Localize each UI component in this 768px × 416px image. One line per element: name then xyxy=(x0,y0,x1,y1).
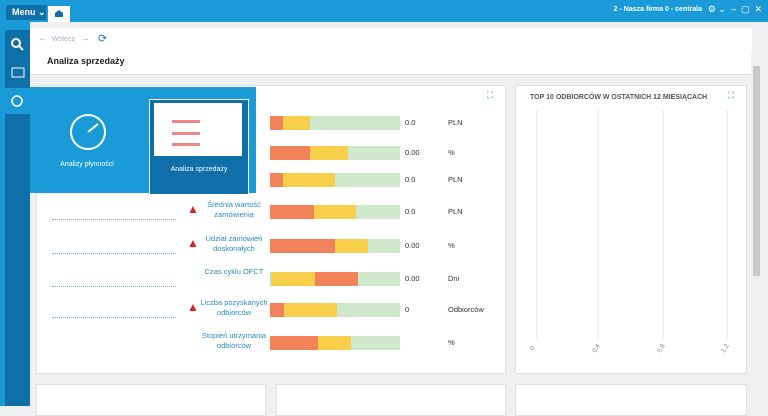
thumbnail xyxy=(154,103,242,156)
search-icon xyxy=(11,38,24,51)
top10-card xyxy=(515,85,747,374)
indicator-bar xyxy=(270,239,400,253)
card-icon xyxy=(11,67,25,78)
gauge-icon xyxy=(11,95,23,107)
bar-segment xyxy=(270,173,283,187)
tile[interactable]: Analiza sprzedaży xyxy=(149,99,249,195)
kpi-label[interactable]: Średnia wartość zamówienia xyxy=(207,200,261,219)
kpi-value: 0.0 xyxy=(405,118,416,127)
bar-segment xyxy=(270,116,283,130)
sparkline xyxy=(52,253,176,254)
company-selector[interactable]: 2 - Nasza firma 0 - centrala xyxy=(613,6,702,13)
kpi-label[interactable]: Stopień utrzymania odbiorców xyxy=(201,331,267,350)
refresh-button[interactable]: ⟳ xyxy=(98,33,108,45)
back-button[interactable]: Wstecz xyxy=(52,36,75,43)
kpi-unit: PLN xyxy=(448,118,463,127)
bar-segment xyxy=(318,336,351,350)
bar-segment xyxy=(335,239,368,253)
indicator-bar xyxy=(270,272,400,286)
kpi-label[interactable]: Udział zamówień doskonałych xyxy=(205,234,263,253)
bottom-card xyxy=(515,384,747,416)
bar-segment xyxy=(315,272,358,286)
gauge-icon xyxy=(70,114,106,150)
back-arrow[interactable]: ← xyxy=(38,33,48,44)
kpi-value: 0.0 xyxy=(405,207,416,216)
page-title: Analiza sprzedaży xyxy=(47,56,125,66)
bar-segment xyxy=(270,303,284,317)
bar-segment xyxy=(310,146,348,160)
bar-segment xyxy=(283,173,335,187)
kpi-unit: Dni xyxy=(448,274,460,283)
menu-button[interactable]: Menu ⌄ xyxy=(6,5,46,20)
window-controls[interactable]: ⚙ ⌄ – ▢ ✕ xyxy=(707,4,762,14)
bar-segment xyxy=(270,205,314,219)
top10-grid xyxy=(536,110,728,340)
indicator-bar xyxy=(270,116,400,130)
kpi-label[interactable]: Czas cyklu OFCT xyxy=(204,267,264,276)
scroll-thumb[interactable] xyxy=(753,66,760,276)
indicator-bar xyxy=(270,336,400,350)
bar-segment xyxy=(270,336,318,350)
kpi-value: 0.00 xyxy=(405,274,420,283)
home-icon xyxy=(55,10,63,17)
bottom-card xyxy=(276,384,506,416)
sparkline xyxy=(52,286,176,287)
kpi-unit: % xyxy=(448,241,455,250)
kpi-unit: % xyxy=(448,338,455,347)
bar-segment xyxy=(270,146,310,160)
dashboard-button[interactable] xyxy=(5,88,30,114)
indicator-bar xyxy=(270,173,400,187)
kpi-unit: % xyxy=(448,148,455,157)
header xyxy=(30,50,752,75)
top-bar xyxy=(0,0,768,22)
menu-text: Menu xyxy=(12,7,36,17)
bar-segment xyxy=(314,205,356,219)
card-button[interactable] xyxy=(5,60,30,86)
warning-icon: ▲ xyxy=(187,300,199,314)
warning-icon: ▲ xyxy=(187,236,199,250)
tile-label: Analiza sprzedaży xyxy=(170,166,228,173)
bar-segment xyxy=(283,116,310,130)
scrollbar[interactable] xyxy=(751,52,762,392)
kpi-unit: PLN xyxy=(448,207,463,216)
toolbar xyxy=(30,28,752,51)
sparkline xyxy=(52,317,176,318)
indicator-bar xyxy=(270,146,400,160)
sparkline xyxy=(52,219,176,220)
sidebar-inner xyxy=(5,30,30,406)
bar-segment xyxy=(270,239,335,253)
bottom-card xyxy=(36,384,266,416)
kpi-value: 0.00 xyxy=(405,241,420,250)
bar-segment xyxy=(270,272,272,286)
tile-label: Analizy płynności xyxy=(60,161,114,168)
kpi-value: 0.0 xyxy=(405,175,416,184)
kpi-unit: PLN xyxy=(448,175,463,184)
kpi-label[interactable]: Liczba pozyskanych odbiorców xyxy=(200,298,268,317)
top10-title: TOP 10 ODBIORCÓW W OSTATNICH 12 MIESIĄCA… xyxy=(530,94,708,101)
indicator-bar xyxy=(270,205,400,219)
tile[interactable]: Analizy płynności xyxy=(38,93,136,187)
forward-arrow[interactable]: → xyxy=(80,33,90,44)
expand-icon[interactable]: ⛶ xyxy=(487,90,494,100)
indicator-bar xyxy=(270,303,400,317)
warning-icon: ▲ xyxy=(187,202,199,216)
kpi-value: 0 xyxy=(405,305,410,314)
bar-segment xyxy=(284,303,337,317)
bar-segment xyxy=(272,272,315,286)
search-button[interactable] xyxy=(5,32,30,58)
expand-icon[interactable]: ⛶ xyxy=(728,90,735,100)
kpi-value: 0.00 xyxy=(405,148,420,157)
kpi-unit: Odbiorców xyxy=(448,305,484,314)
home-tab[interactable] xyxy=(48,6,70,22)
